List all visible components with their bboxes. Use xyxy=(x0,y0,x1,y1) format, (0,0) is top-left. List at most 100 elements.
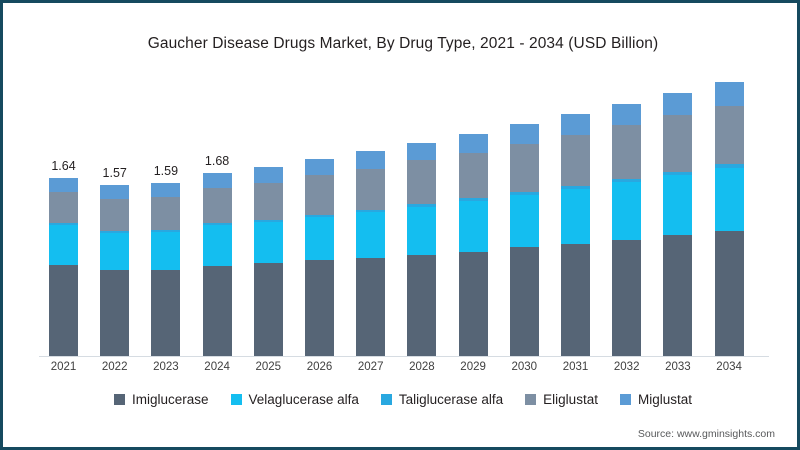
bar-segment-imiglucerase-2021 xyxy=(49,264,78,356)
bar-segment-taliglucerase-alfa-2024 xyxy=(202,223,232,226)
bar-segment-taliglucerase-alfa-2025 xyxy=(253,219,283,223)
x-axis-line xyxy=(39,356,769,357)
bar-segment-velaglucerase-alfa-2030 xyxy=(509,194,539,248)
bar-segment-velaglucerase-alfa-2027 xyxy=(356,212,386,259)
legend-label: Eliglustat xyxy=(543,392,598,407)
bar-column-2033[interactable] xyxy=(663,92,693,356)
source-attribution: Source: www.gminsights.com xyxy=(637,428,775,440)
bar-segment-velaglucerase-alfa-2023 xyxy=(151,231,181,271)
bar-segment-imiglucerase-2028 xyxy=(407,254,437,356)
bar-segment-miglustat-2026 xyxy=(305,159,334,176)
bar-column-2028[interactable] xyxy=(407,142,437,356)
bar-column-2025[interactable] xyxy=(253,166,283,356)
bar-segment-velaglucerase-alfa-2034 xyxy=(714,167,744,231)
legend-label: Miglustat xyxy=(637,392,692,407)
legend-swatch-eliglustat xyxy=(525,394,537,405)
bar-column-2030[interactable] xyxy=(509,124,539,356)
x-tick-2028: 2028 xyxy=(409,361,435,373)
bar-segment-miglustat-2028 xyxy=(407,142,437,161)
bar-segment-eliglustat-2021 xyxy=(49,191,78,224)
x-tick-2033: 2033 xyxy=(665,361,691,373)
bar-segment-velaglucerase-alfa-2025 xyxy=(253,222,283,264)
bar-segment-velaglucerase-alfa-2021 xyxy=(49,225,78,265)
bar-segment-eliglustat-2022 xyxy=(100,199,130,231)
bar-segment-taliglucerase-alfa-2023 xyxy=(151,229,181,232)
bar-segment-taliglucerase-alfa-2026 xyxy=(305,214,334,217)
bar-segment-eliglustat-2027 xyxy=(356,168,386,211)
bar-column-2021[interactable]: 1.64 xyxy=(49,159,78,356)
bar-column-2029[interactable] xyxy=(458,134,488,356)
bar-column-2034[interactable] xyxy=(714,81,744,356)
bar-column-2026[interactable] xyxy=(305,159,334,356)
bar-segment-imiglucerase-2024 xyxy=(202,265,232,356)
bar-segment-eliglustat-2033 xyxy=(663,115,693,173)
legend-item-eliglustat[interactable]: Eliglustat xyxy=(525,392,598,407)
bar-segment-taliglucerase-alfa-2032 xyxy=(612,178,642,182)
bar-segment-velaglucerase-alfa-2022 xyxy=(100,233,130,271)
legend-swatch-velaglucerase-alfa xyxy=(230,394,242,405)
bar-segment-imiglucerase-2033 xyxy=(663,235,693,356)
x-tick-2031: 2031 xyxy=(562,361,589,373)
x-tick-2030: 2030 xyxy=(511,361,538,373)
x-tick-2034: 2034 xyxy=(716,361,742,373)
bar-segment-miglustat-2027 xyxy=(356,151,386,169)
bar-segment-imiglucerase-2025 xyxy=(253,263,283,356)
bar-segment-eliglustat-2025 xyxy=(253,182,283,220)
x-tick-2027: 2027 xyxy=(357,361,384,373)
bar-value-label-2022: 1.57 xyxy=(102,166,127,181)
bar-segment-velaglucerase-alfa-2033 xyxy=(663,175,693,236)
legend-label: Velaglucerase alfa xyxy=(248,392,359,407)
bar-segment-taliglucerase-alfa-2028 xyxy=(407,203,437,207)
bar-segment-taliglucerase-alfa-2031 xyxy=(561,186,590,190)
bar-segment-imiglucerase-2023 xyxy=(151,270,181,356)
x-tick-2023: 2023 xyxy=(153,361,179,373)
bar-segment-eliglustat-2032 xyxy=(612,125,642,179)
bar-segment-miglustat-2025 xyxy=(253,166,283,183)
bar-segment-imiglucerase-2030 xyxy=(509,247,539,356)
x-tick-2029: 2029 xyxy=(460,361,486,373)
plot-area: 1.64 1.57 1.59 1.68 xyxy=(39,73,767,356)
x-tick-2032: 2032 xyxy=(613,361,640,373)
bar-column-2031[interactable] xyxy=(561,114,590,356)
x-tick-2022: 2022 xyxy=(101,361,128,373)
bar-segment-imiglucerase-2029 xyxy=(458,251,488,356)
chart-legend: Imiglucerase Velaglucerase alfa Taliglucer… xyxy=(3,392,797,407)
bar-segment-miglustat-2034 xyxy=(714,81,744,106)
bar-segment-eliglustat-2030 xyxy=(509,143,539,192)
legend-swatch-taliglucerase-alfa xyxy=(380,394,392,405)
page-title: Gaucher Disease Drugs Market, By Drug Ty… xyxy=(147,35,659,52)
bar-column-2024[interactable]: 1.68 xyxy=(202,154,232,356)
bar-segment-taliglucerase-alfa-2027 xyxy=(356,210,386,213)
x-tick-2024: 2024 xyxy=(204,361,230,373)
bar-segment-miglustat-2024 xyxy=(202,173,232,189)
legend-item-velaglucerase-alfa[interactable]: Velaglucerase alfa xyxy=(230,392,359,407)
x-tick-2026: 2026 xyxy=(306,361,333,373)
bar-segment-taliglucerase-alfa-2021 xyxy=(49,223,78,226)
legend-item-imiglucerase[interactable]: Imiglucerase xyxy=(114,392,209,407)
bar-column-2023[interactable]: 1.59 xyxy=(151,164,181,356)
bar-segment-imiglucerase-2032 xyxy=(612,239,642,356)
bar-segment-eliglustat-2023 xyxy=(151,197,181,230)
bar-segment-velaglucerase-alfa-2028 xyxy=(407,206,437,255)
legend-item-taliglucerase-alfa[interactable]: Taliglucerase alfa xyxy=(380,392,504,407)
bar-column-2022[interactable]: 1.57 xyxy=(100,166,130,356)
bar-column-2027[interactable] xyxy=(356,151,386,356)
bar-segment-velaglucerase-alfa-2031 xyxy=(561,189,590,244)
legend-label: Taliglucerase alfa xyxy=(398,392,504,407)
legend-label: Imiglucerase xyxy=(132,392,209,407)
bar-segment-taliglucerase-alfa-2034 xyxy=(714,164,744,168)
bar-segment-taliglucerase-alfa-2022 xyxy=(100,230,130,234)
bar-column-2032[interactable] xyxy=(612,103,642,356)
bar-value-label-2023: 1.59 xyxy=(153,163,179,178)
legend-item-miglustat[interactable]: Miglustat xyxy=(619,392,692,407)
x-axis-tick-labels: 2021 2022 2023 2024 2025 2026 2027 2028 2029 2030… xyxy=(39,361,767,381)
bar-segment-eliglustat-2034 xyxy=(714,105,744,165)
bar-segment-eliglustat-2031 xyxy=(561,135,590,187)
bar-value-label-2021: 1.64 xyxy=(51,158,76,173)
bar-segment-imiglucerase-2026 xyxy=(305,260,334,356)
bar-segment-taliglucerase-alfa-2030 xyxy=(509,191,539,195)
bar-segment-velaglucerase-alfa-2029 xyxy=(458,201,488,252)
bar-segment-eliglustat-2028 xyxy=(407,160,437,204)
x-tick-2021: 2021 xyxy=(50,361,77,373)
